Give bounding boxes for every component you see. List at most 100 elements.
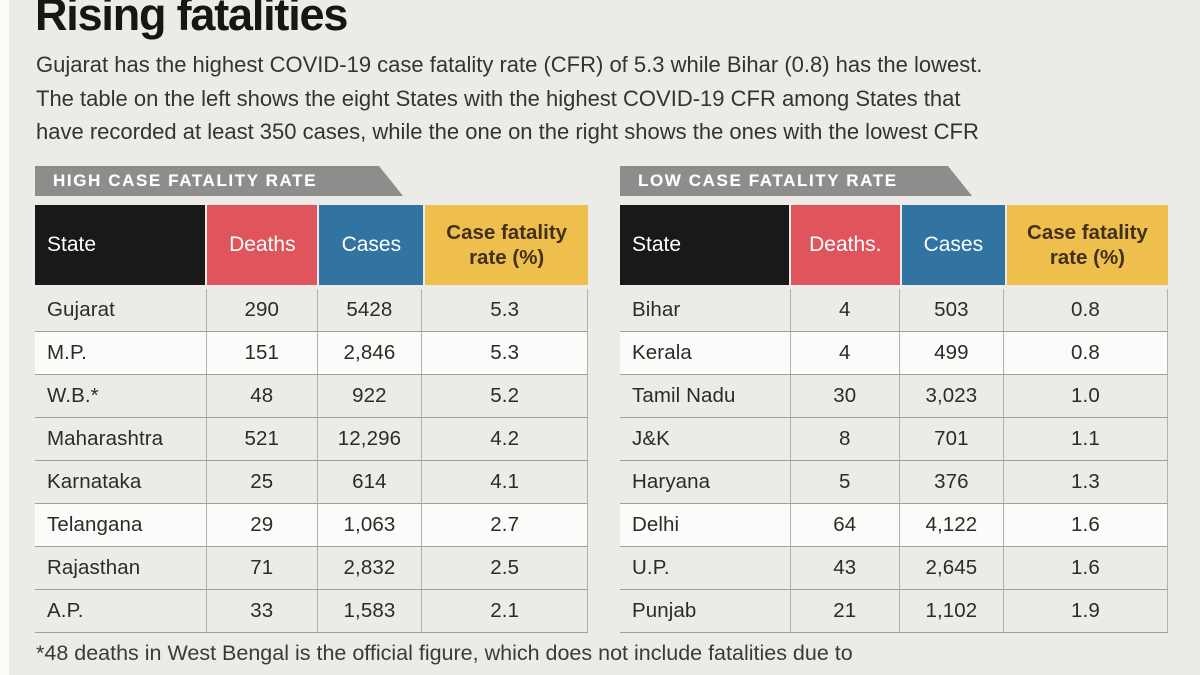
table-row: Rajasthan 71 2,832 2.5	[35, 547, 588, 590]
cell-cases: 1,102	[898, 590, 1003, 632]
cell-state: M.P.	[47, 341, 87, 364]
cell-cfr: 4.1	[421, 461, 587, 503]
high-cfr-table-body: Gujarat 290 5428 5.3 M.P. 151 2,846 5.3 W.B.* 48 9…	[35, 289, 588, 633]
low-cfr-table-header: State Deaths. Cases Case fatality rate (…	[620, 205, 1168, 285]
cell-state: Tamil Nadu	[632, 384, 736, 407]
page-title: Rising fatalities	[35, 0, 348, 40]
high-cfr-table-header: State Deaths Cases Case fatality rate (%…	[35, 205, 588, 285]
cell-deaths: 25	[206, 461, 316, 503]
cell-deaths: 4	[789, 289, 899, 331]
cell-cfr: 5.3	[421, 332, 587, 374]
ribbon-low-cfr: LOW CASE FATALITY RATE	[620, 166, 972, 196]
table-row: Gujarat 290 5428 5.3	[35, 289, 588, 332]
cell-cfr: 0.8	[1002, 332, 1167, 374]
cell-cfr: 5.2	[421, 375, 587, 417]
cell-cases: 499	[898, 332, 1003, 374]
low-cfr-table-body: Bihar 4 503 0.8 Kerala 4 499 0.8 Tamil Nadu 30 3,0…	[620, 289, 1168, 633]
cell-deaths: 64	[789, 504, 899, 546]
table-row: Maharashtra 521 12,296 4.2	[35, 418, 588, 461]
table-row: Karnataka 25 614 4.1	[35, 461, 588, 504]
cell-state: Rajasthan	[47, 556, 141, 579]
low-cfr-table: LOW CASE FATALITY RATE State Deaths. Cas…	[620, 166, 1168, 633]
cell-deaths: 71	[206, 547, 316, 589]
cell-cfr: 1.0	[1002, 375, 1167, 417]
cell-deaths: 521	[206, 418, 316, 460]
cell-deaths: 43	[789, 547, 899, 589]
ribbon-high-cfr: HIGH CASE FATALITY RATE	[35, 166, 403, 196]
cell-cases: 1,063	[316, 504, 422, 546]
intro-line-2: The table on the left shows the eight St…	[36, 85, 961, 111]
cell-cases: 12,296	[316, 418, 422, 460]
cell-cfr: 1.1	[1002, 418, 1167, 460]
cell-cases: 922	[316, 375, 422, 417]
col-header-cfr: Case fatality rate (%)	[1006, 205, 1168, 285]
cell-cases: 4,122	[898, 504, 1003, 546]
table-row: Tamil Nadu 30 3,023 1.0	[620, 375, 1168, 418]
table-row: A.P. 33 1,583 2.1	[35, 590, 588, 633]
cell-cfr: 2.1	[421, 590, 587, 632]
table-row: J&K 8 701 1.1	[620, 418, 1168, 461]
cell-state: Kerala	[632, 341, 692, 364]
table-row: W.B.* 48 922 5.2	[35, 375, 588, 418]
table-row: U.P. 43 2,645 1.6	[620, 547, 1168, 590]
cell-state: Gujarat	[47, 298, 115, 321]
cell-deaths: 4	[789, 332, 899, 374]
cell-deaths: 8	[789, 418, 899, 460]
cell-cfr: 1.3	[1002, 461, 1167, 503]
intro-line-3: have recorded at least 350 cases, while …	[36, 119, 979, 144]
cell-state: J&K	[632, 427, 670, 450]
cell-state: Telangana	[47, 513, 143, 536]
cell-cfr: 1.6	[1002, 547, 1167, 589]
cell-cases: 1,583	[316, 590, 422, 632]
table-row: Telangana 29 1,063 2.7	[35, 504, 588, 547]
col-header-cases: Cases	[901, 205, 1005, 285]
cell-deaths: 48	[206, 375, 316, 417]
cell-state: A.P.	[47, 599, 84, 622]
table-row: Bihar 4 503 0.8	[620, 289, 1168, 332]
cell-deaths: 5	[789, 461, 899, 503]
cell-cases: 503	[898, 289, 1003, 331]
cell-deaths: 290	[206, 289, 316, 331]
cell-cases: 2,645	[898, 547, 1003, 589]
cell-cfr: 1.9	[1002, 590, 1167, 632]
cell-state: Delhi	[632, 513, 680, 536]
cell-cfr: 0.8	[1002, 289, 1167, 331]
cell-cfr: 1.6	[1002, 504, 1167, 546]
cell-cases: 701	[898, 418, 1003, 460]
footnote: *48 deaths in West Bengal is the officia…	[36, 641, 853, 665]
cell-deaths: 30	[789, 375, 899, 417]
col-header-cases: Cases	[319, 205, 424, 285]
table-row: Haryana 5 376 1.3	[620, 461, 1168, 504]
high-cfr-table: HIGH CASE FATALITY RATE State Deaths Cas…	[35, 166, 588, 633]
cell-cfr: 2.7	[421, 504, 587, 546]
cell-state: Punjab	[632, 599, 697, 622]
cell-state: Haryana	[632, 470, 711, 493]
cell-state: U.P.	[632, 556, 670, 579]
intro-line-1: Gujarat has the highest COVID-19 case fa…	[36, 52, 983, 77]
cell-state: Bihar	[632, 298, 681, 321]
cell-cfr: 2.5	[421, 547, 587, 589]
cell-state: Maharashtra	[47, 427, 164, 450]
cell-deaths: 151	[206, 332, 316, 374]
cell-state: Karnataka	[47, 470, 142, 493]
intro-text: Gujarat has the highest COVID-19 case fa…	[36, 48, 982, 149]
col-header-state: State	[35, 205, 206, 285]
cell-deaths: 29	[206, 504, 316, 546]
cell-cases: 614	[316, 461, 422, 503]
table-row: M.P. 151 2,846 5.3	[35, 332, 588, 375]
table-row: Punjab 21 1,102 1.9	[620, 590, 1168, 633]
col-header-state: State	[620, 205, 789, 285]
cell-cases: 376	[898, 461, 1003, 503]
table-row: Delhi 64 4,122 1.6	[620, 504, 1168, 547]
cell-deaths: 21	[789, 590, 899, 632]
table-row: Kerala 4 499 0.8	[620, 332, 1168, 375]
col-header-deaths: Deaths	[207, 205, 318, 285]
cell-cases: 3,023	[898, 375, 1003, 417]
col-header-cfr: Case fatality rate (%)	[425, 205, 588, 285]
cell-cases: 5428	[316, 289, 422, 331]
cell-cases: 2,832	[316, 547, 422, 589]
cell-cfr: 4.2	[421, 418, 587, 460]
cell-cfr: 5.3	[421, 289, 587, 331]
cell-deaths: 33	[206, 590, 316, 632]
